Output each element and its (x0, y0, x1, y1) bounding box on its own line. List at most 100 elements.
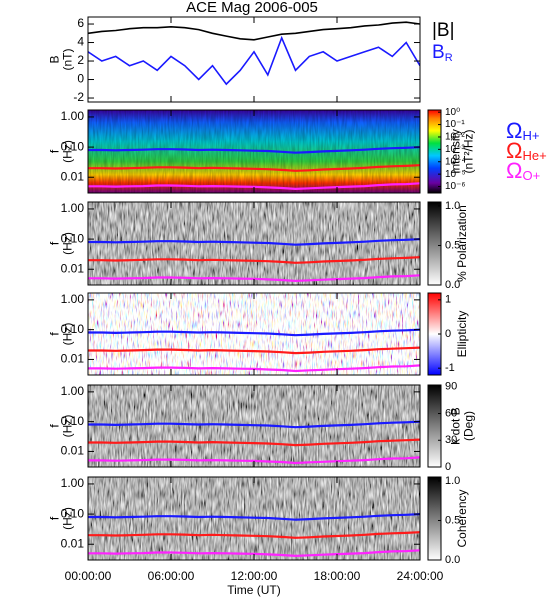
colorbar-tick-label: 0 (445, 461, 451, 473)
y-tick-label: 0.10 (61, 322, 85, 336)
gyrofrequency-line (88, 256, 420, 264)
colorbar-tick-label: 30 (445, 434, 457, 446)
colorbar-label: % Polarization (455, 205, 469, 282)
colorbar-tick-label: 0.5 (445, 239, 460, 251)
y-tick-label: 1.00 (61, 292, 85, 306)
y-tick-label: 0.10 (61, 231, 85, 245)
y-tick-label: 0.01 (61, 169, 85, 183)
colorbar-label: Intensity (449, 129, 463, 174)
y-tick-label: 0.01 (61, 444, 85, 458)
panel: 0.0 0.5 1.0% Polarization 0.01 0.10 1.00 f (Hz) (48, 200, 470, 291)
colorbar-label: (Deg) (462, 411, 476, 441)
colorbar-tick-label: 0.0 (445, 554, 460, 566)
gyrofrequency-line (88, 164, 420, 172)
x-tick-label: 06:00:00 (148, 569, 195, 583)
x-tick-label: 24:00:00 (397, 569, 444, 583)
y-axis-label: f (48, 149, 62, 153)
x-tick-label: 00:00:00 (65, 569, 112, 583)
legend-subscript: He+ (522, 148, 546, 163)
colorbar-tick-label: 10⁻² (445, 132, 465, 143)
y-axis-label: (Hz) (61, 415, 75, 438)
legend-subscript: H+ (522, 128, 539, 143)
legend-symbol: |B| (432, 20, 455, 41)
series-line (88, 35, 420, 86)
colorbar-label: Ellipticity (455, 311, 469, 358)
gyrofrequency-line (88, 420, 420, 429)
gyrofrequency-line (88, 274, 420, 283)
gyrofrequency-line (88, 549, 420, 558)
y-tick-label: 0.10 (61, 414, 85, 428)
y-tick-label: 0.10 (61, 139, 85, 153)
x-axis-label: Time (UT) (227, 583, 281, 597)
colorbar-tick-label: 10⁰ (445, 107, 460, 118)
y-tick-label: 0.01 (61, 352, 85, 366)
colorbar-tick-label: 10⁻³ (445, 144, 465, 155)
colorbar-tick-label: 10⁻⁵ (445, 169, 466, 180)
y-tick-label: 1.00 (61, 201, 85, 215)
gyrofrequency-line (88, 513, 420, 521)
plot-area (88, 477, 420, 560)
plot-area (88, 21, 420, 86)
y-axis-label: f (48, 516, 62, 520)
plot-area (88, 293, 420, 375)
colorbar-tick-label: 0.0 (445, 279, 460, 291)
legend-symbol: B (432, 42, 445, 63)
gyrofrequency-line (88, 146, 420, 154)
y-tick-label: 1.00 (61, 384, 85, 398)
legend-entry: ΩO+ (506, 158, 540, 184)
y-axis-label: f (48, 332, 62, 336)
y-axis-label: (nT) (61, 49, 75, 71)
gyrofrequency-line (88, 456, 420, 465)
colorbar-label: Coherency (455, 489, 469, 547)
colorbar-tick-label: -1 (445, 362, 455, 374)
legend-symbol: Ω (506, 158, 522, 183)
y-tick-label: 2 (77, 53, 84, 67)
colorbar-tick-label: 90 (445, 381, 457, 393)
gyrofrequency-line (88, 182, 420, 191)
colorbar-tick-label: 10⁻⁴ (445, 156, 466, 167)
y-axis-label: (Hz) (61, 323, 75, 346)
plot-area (88, 202, 420, 285)
plot-frame (87, 16, 421, 103)
y-axis-label: f (48, 424, 62, 428)
legend-entry: BR (432, 42, 453, 64)
colorbar-tick-label: 10⁻⁶ (445, 181, 466, 192)
y-tick-label: 1.00 (61, 109, 85, 123)
legend-entry: ΩH+ (506, 118, 539, 144)
colorbar-tick-label: 0.5 (445, 514, 460, 526)
colorbar-tick-label: 1.0 (445, 475, 460, 487)
x-tick-label: 18:00:00 (314, 569, 361, 583)
legend-subscript: R (445, 52, 453, 64)
gyrofrequency-line (88, 531, 420, 539)
legend-subscript: O+ (522, 168, 540, 183)
colorbar (427, 384, 442, 468)
gyrofrequency-line (88, 346, 420, 355)
panel: 0.0 0.5 1.0 Coherency 0.01 0.10 1.00 00:00:00 06… (48, 475, 470, 597)
colorbar-tick-label: 10⁻¹ (445, 119, 465, 130)
plot-area (88, 110, 420, 193)
panel: 0 30 60 90 k dot B (Deg) 0.01 0.10 1.00 f (Hz) (48, 381, 476, 473)
y-tick-label: 0 (77, 72, 84, 86)
legend-symbol: Ω (506, 138, 522, 163)
y-tick-label: 0.10 (61, 506, 85, 520)
gyrofrequency-line (88, 328, 420, 337)
y-tick-label: 0.01 (61, 261, 85, 275)
y-tick-label: 0.01 (61, 536, 85, 550)
chart-title: ACE Mag 2006-005 (186, 0, 318, 16)
legend-entry: ΩHe+ (506, 138, 547, 164)
y-tick-label: -2 (73, 90, 84, 104)
y-tick-label: 4 (77, 35, 84, 49)
gyrofrequency-line (88, 364, 420, 373)
y-axis-label: B (48, 55, 62, 63)
colorbar-tick-label: 1.0 (445, 200, 460, 212)
x-tick-label: 12:00:00 (231, 569, 278, 583)
plot-area (88, 385, 420, 467)
y-tick-label: 6 (77, 16, 84, 30)
series-line (88, 21, 420, 41)
panel: -1 0 1 Ellipticity 0.01 0.10 1.00 f (Hz) (48, 292, 469, 376)
y-axis-label: (Hz) (61, 232, 75, 255)
y-axis-label: (Hz) (61, 140, 75, 163)
colorbar-label: (nT²/Hz) (462, 130, 476, 174)
